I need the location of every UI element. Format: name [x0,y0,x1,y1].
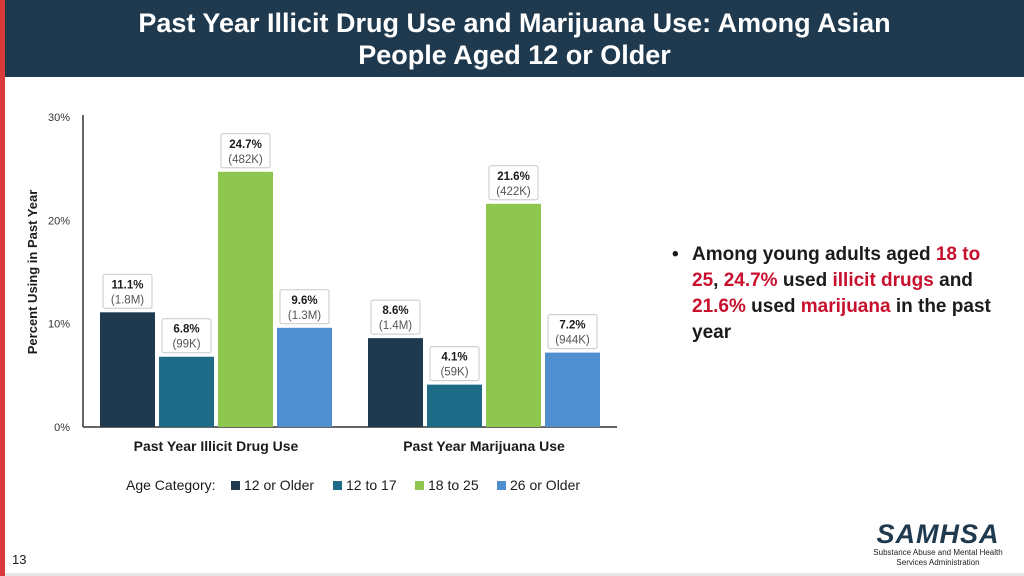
bullet-text-run: Among young adults aged [692,244,936,265]
legend-entry: 18 to 25 [428,477,479,493]
data-label-box [429,346,480,382]
legend-swatch [333,481,342,490]
legend-entry: 12 to 17 [346,477,397,493]
data-label-count: (422K) [496,186,531,198]
highlight-text: 21.6% [692,296,746,317]
legend-title: Age Category: [126,477,216,493]
slide-header: Past Year Illicit Drug Use and Marijuana… [5,0,1024,77]
legend-entry: 26 or Older [510,477,580,493]
legend-entry: 12 or Older [244,477,314,493]
bullet-dot-icon: • [672,244,679,265]
left-accent-bar [0,0,5,576]
highlight-text: 18 to 25 [692,244,981,291]
y-tick-label: 20% [48,215,70,227]
y-axis-label: Percent Using in Past Year [25,190,40,355]
bar [368,338,423,427]
x-category-label: Past Year Illicit Drug Use [134,438,299,454]
bullet-text-run: , [713,270,724,291]
data-label-box [220,133,271,169]
data-label-count: (482K) [228,154,263,166]
y-tick-label: 30% [48,112,70,124]
data-label-box [102,273,153,309]
data-label-count: (1.8M) [111,294,144,306]
highlight-text: 24.7% [723,270,778,291]
bar [277,327,332,427]
data-label-value: 24.7% [229,139,262,151]
data-label-value: 21.6% [497,171,530,183]
y-tick-label: 10% [48,319,70,331]
data-label-value: 4.1% [441,352,467,364]
bottom-rule [5,573,1024,576]
highlight-text: illicit drugs [832,270,934,291]
data-label-value: 11.1% [112,279,144,291]
bullet-text-run: and [933,270,973,291]
key-finding-bullet: • Among young adults aged 18 to 25, 24.7… [672,242,992,346]
bar [486,203,541,427]
page-number: 13 [12,552,27,567]
data-label-box [370,299,421,335]
legend-swatch [415,481,424,490]
y-tick-label: 0% [54,422,70,434]
data-label-value: 7.2% [559,320,585,332]
data-label-box [547,314,598,350]
data-label-count: (944K) [555,335,590,347]
bar-chart: Percent Using in Past Year 0% 10% 20% 30% 11.… [25,112,617,493]
bar [427,384,482,427]
bar [100,312,155,427]
bar [159,356,214,427]
logo-subtitle: Substance Abuse and Mental Health Servic… [873,548,1003,567]
data-label-count: (1.3M) [288,310,321,322]
samhsa-logo: SAMHSA Substance Abuse and Mental Health… [868,520,1008,568]
highlight-text: marijuana [800,296,891,317]
data-label-value: 8.6% [382,305,408,317]
key-finding-text: Among young adults aged 18 to 25, 24.7% … [692,242,992,346]
data-label-count: (1.4M) [379,320,412,332]
data-label-box [488,165,539,201]
data-label-value: 9.6% [291,295,317,307]
bullet-text-run: used [777,270,833,291]
logo-wordmark: SAMHSA [876,519,1000,549]
bullet-text-run: used [745,296,801,317]
legend-swatch [497,481,506,490]
bullet-text-run: in the past year [692,296,991,343]
data-label-count: (99K) [172,339,200,351]
slide-title: Past Year Illicit Drug Use and Marijuana… [138,7,891,70]
bar [545,352,600,427]
x-category-label: Past Year Marijuana Use [403,438,565,454]
data-label-count: (59K) [440,367,468,379]
data-label-box [161,318,212,354]
data-label-box [279,289,330,325]
legend-swatch [231,481,240,490]
bar [218,171,273,427]
data-label-value: 6.8% [173,324,199,336]
